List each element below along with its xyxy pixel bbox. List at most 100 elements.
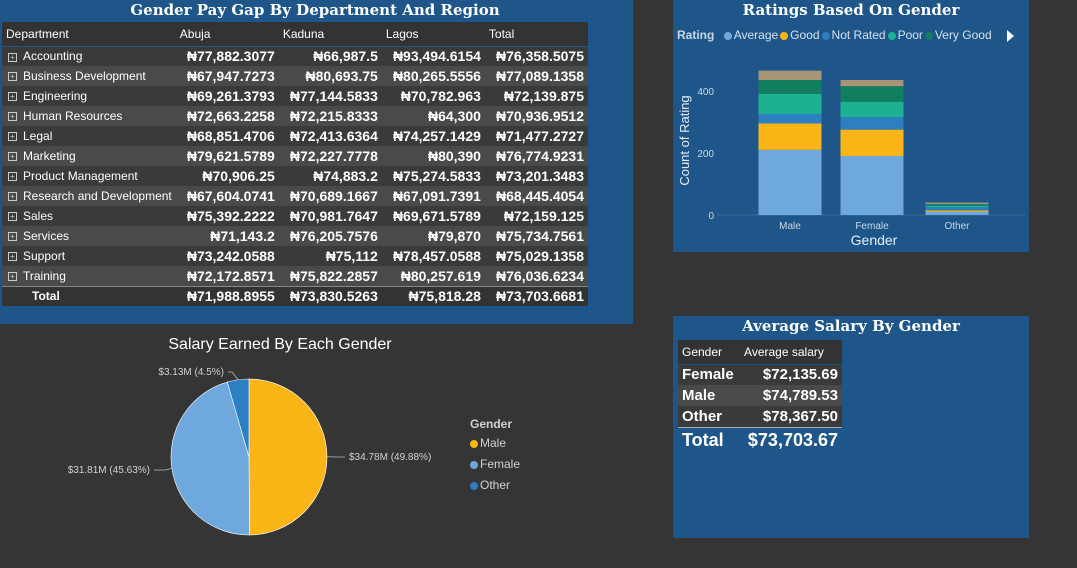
bar-segment[interactable] <box>758 149 822 215</box>
salary-cell: ₦80,257.619 <box>381 266 485 286</box>
y-axis-title: Count of Rating <box>677 95 692 185</box>
department-label: Accounting <box>23 49 83 64</box>
salary-cell: ₦72,413.6364 <box>278 126 382 146</box>
table-row: + Product Management ₦70,906.25 ₦74,883.2 ₦7… <box>2 166 588 186</box>
legend-item[interactable]: Average <box>723 28 778 42</box>
department-label: Research and Development <box>23 189 172 203</box>
bar-segment[interactable] <box>840 117 904 130</box>
expand-icon[interactable]: + <box>8 272 17 282</box>
header-total[interactable]: Total <box>484 22 588 47</box>
legend-item[interactable]: Poor <box>887 28 923 42</box>
bar-segment[interactable] <box>840 156 904 215</box>
header-kaduna[interactable]: Kaduna <box>278 22 382 47</box>
paygap-title: Gender Pay Gap By Department And Region <box>130 1 500 19</box>
data-label: $34.78M (49.88%) <box>349 452 431 463</box>
header-department[interactable]: Department <box>2 22 176 47</box>
average-salary-cell: $74,789.53 <box>740 385 842 406</box>
salary-cell: ₦74,257.1429 <box>381 126 485 146</box>
expand-icon[interactable]: + <box>8 132 17 142</box>
salary-cell: ₦68,851.4706 <box>175 126 279 146</box>
bar-segment[interactable] <box>925 207 989 211</box>
expand-icon[interactable]: + <box>8 252 17 262</box>
salary-cell: ₦76,205.7576 <box>278 226 382 246</box>
avg-body: Female $72,135.69 Male $74,789.53 Other $78,3… <box>678 364 842 453</box>
total-cell: ₦71,988.8955 <box>175 285 279 306</box>
legend-item[interactable]: Other <box>470 478 520 492</box>
expand-icon[interactable]: + <box>8 232 17 242</box>
legend-label: Good <box>790 28 820 42</box>
y-tick-label: 0 <box>708 211 714 222</box>
legend-item[interactable]: Not Rated <box>821 28 886 42</box>
expand-icon[interactable]: + <box>8 192 17 202</box>
expand-icon[interactable]: + <box>8 172 17 182</box>
salary-cell: ₦76,036.6234 <box>484 266 588 286</box>
expand-icon[interactable]: + <box>8 92 17 102</box>
expand-icon[interactable]: + <box>8 72 17 82</box>
expand-icon[interactable]: + <box>8 152 17 162</box>
legend-label: Not Rated <box>831 28 886 42</box>
pie-slice-male[interactable] <box>248 378 328 536</box>
avg-salary-panel: Average Salary By Gender Gender Average … <box>673 316 1029 538</box>
pie-legend-title: Gender <box>470 417 513 431</box>
legend-item[interactable]: Very Good <box>924 28 992 42</box>
total-row: Total ₦71,988.8955 ₦73,830.5263 ₦75,818.28 ₦… <box>2 285 588 306</box>
legend-item[interactable]: Good <box>780 28 820 42</box>
salary-cell: ₦71,143.2 <box>175 226 279 246</box>
gender-cell: Other <box>678 406 741 427</box>
bar-segment[interactable] <box>925 205 989 208</box>
department-cell: + Human Resources <box>2 106 176 126</box>
legend-label: Male <box>480 436 507 450</box>
bar-segment[interactable] <box>758 79 822 94</box>
leader-line <box>154 467 172 471</box>
pie-title: Salary Earned By Each Gender <box>168 336 392 353</box>
expand-icon[interactable]: + <box>8 212 17 222</box>
legend-dot <box>470 460 478 469</box>
avg-salary-table: Gender Average salary Female $72,135.69 Ma… <box>678 340 842 453</box>
bar-segment[interactable] <box>925 204 989 206</box>
salary-pie-chart: $34.78M (49.88%) $31.81M (45.63%) $3.13M (… <box>68 367 431 536</box>
legend-item[interactable]: Male <box>470 436 520 450</box>
expand-icon[interactable]: + <box>8 112 17 122</box>
salary-cell: ₦67,091.7391 <box>381 186 485 206</box>
table-row: + Marketing ₦79,621.5789 ₦72,227.7778 ₦80,39… <box>2 146 588 166</box>
gender-cell: Male <box>678 385 741 406</box>
salary-cell: ₦67,947.7273 <box>175 66 279 86</box>
salary-cell: ₦72,159.125 <box>484 206 588 226</box>
department-cell: + Training <box>2 266 176 286</box>
ratings-chart: 0 200 400 Count of Rating Male Female Other Gen… <box>677 70 1025 248</box>
expand-icon[interactable]: + <box>8 52 17 62</box>
legend-item[interactable]: Female <box>470 457 520 471</box>
salary-cell: ₦80,265.5556 <box>381 66 485 86</box>
salary-cell: ₦72,139.875 <box>484 86 588 106</box>
department-cell: + Sales <box>2 206 176 226</box>
bar-segment[interactable] <box>758 123 822 150</box>
header-abuja[interactable]: Abuja <box>175 22 279 47</box>
total-value: $73,703.67 <box>740 426 842 453</box>
x-axis-title: Gender <box>851 232 898 248</box>
pie-slice-female[interactable] <box>170 381 250 536</box>
bar-segment[interactable] <box>925 210 989 212</box>
table-row: Female $72,135.69 <box>678 364 842 385</box>
bar-segment[interactable] <box>840 129 904 157</box>
bar-segment[interactable] <box>840 79 904 87</box>
paygap-header-row: Department Abuja Kaduna Lagos Total <box>2 22 588 47</box>
bar-segment[interactable] <box>840 101 904 118</box>
bar-segment[interactable] <box>758 70 822 80</box>
x-tick-label: Female <box>855 221 889 232</box>
bar-segment[interactable] <box>925 202 989 205</box>
bar-segment[interactable] <box>840 86 904 102</box>
header-average-salary[interactable]: Average salary <box>740 340 842 365</box>
salary-cell: ₦75,822.2857 <box>278 266 382 286</box>
avg-salary-title: Average Salary By Gender <box>742 317 960 335</box>
bar-segment[interactable] <box>925 211 989 215</box>
pie-slice-other[interactable] <box>226 378 250 458</box>
y-tick-label: 400 <box>697 87 714 98</box>
bar-segment[interactable] <box>758 93 822 115</box>
salary-cell: ₦80,693.75 <box>278 66 382 86</box>
bar-segment[interactable] <box>758 114 822 124</box>
department-cell: + Research and Development <box>2 186 176 206</box>
header-gender[interactable]: Gender <box>678 340 741 365</box>
header-lagos[interactable]: Lagos <box>381 22 485 47</box>
legend-scroll-right-icon[interactable] <box>1007 30 1014 42</box>
legend-dot <box>780 31 789 40</box>
